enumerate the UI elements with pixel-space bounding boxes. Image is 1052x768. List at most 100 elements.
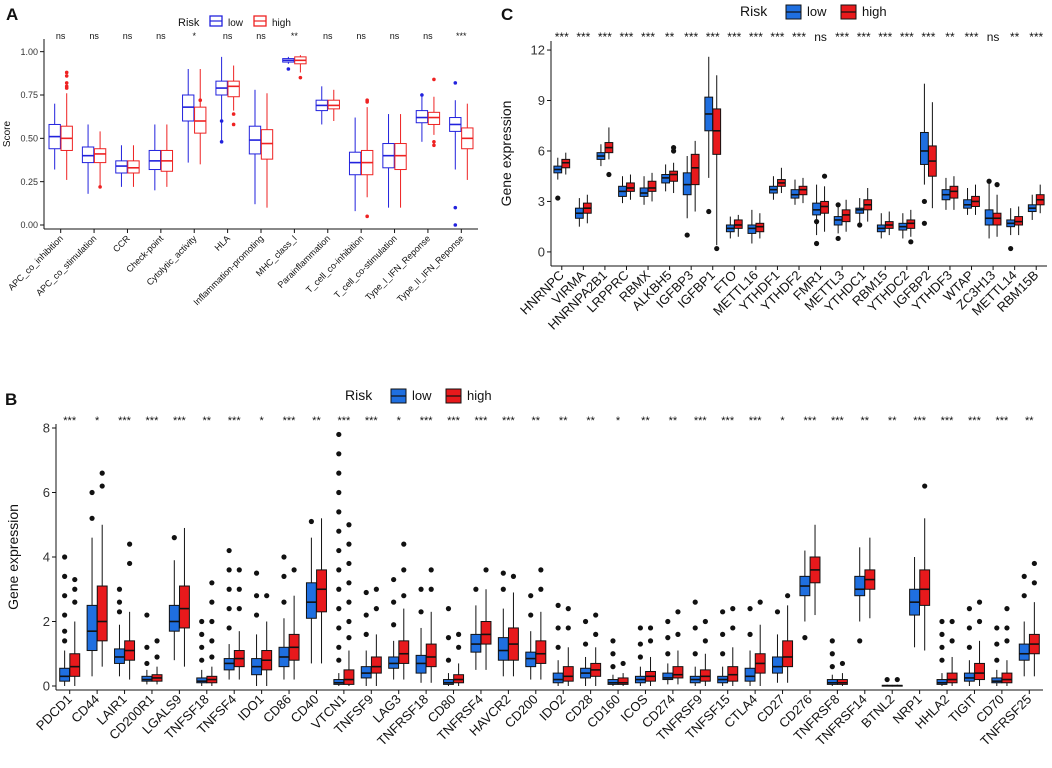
legend-label-low: low [807,4,827,19]
outlier-point [236,586,242,592]
outlier-point [610,664,616,670]
box-iqr [168,604,180,632]
box-iqr [991,677,1003,684]
outlier-point [154,654,160,660]
legend-label-high: high [272,18,291,29]
outlier-point [675,609,681,615]
outlier-point [483,567,489,573]
box-low [717,609,729,686]
outlier-point [231,112,236,116]
outlier-point [401,593,407,599]
box-high [327,89,340,121]
box-iqr [855,207,865,214]
outlier-point [986,178,992,184]
box-iqr [415,654,427,674]
box-low [639,176,649,205]
box-iqr [86,604,98,652]
significance-label: *** [831,415,845,427]
outlier-point [922,483,928,489]
outlier-point [346,522,352,528]
box-high [891,676,903,687]
outlier-point [98,185,102,189]
outlier-point [949,618,955,625]
box-iqr [946,672,958,684]
box-low [689,599,701,686]
significance-label: *** [684,30,698,44]
outlier-point [373,586,379,592]
outlier-point [802,635,808,641]
y-tick-label: 8 [43,421,50,436]
outlier-point [420,93,424,97]
box-iqr [661,174,671,184]
significance-label: *** [804,415,818,427]
box-low [574,198,584,227]
box-low [278,554,290,680]
outlier-point [336,470,342,476]
box-iqr [223,658,235,671]
panel-label: A [6,5,18,24]
outlier-point [445,657,452,663]
outlier-point [219,140,224,144]
outlier-point [821,173,828,179]
outlier-point [835,235,841,242]
outlier-point [500,570,506,576]
box-iqr [148,149,162,171]
significance-label: *** [694,415,708,427]
box-low [360,589,372,686]
outlier-point [939,657,945,663]
box-high [699,618,711,686]
significance-label: ** [1010,30,1020,44]
outlier-point [281,573,287,579]
outlier-point [702,618,708,625]
box-low [449,81,462,227]
outlier-point [908,239,914,245]
box-iqr [394,143,407,171]
outlier-point [209,580,215,586]
box-high [316,518,327,664]
significance-label: *** [770,30,784,44]
box-iqr [388,656,400,669]
outlier-point [236,567,242,573]
box-low [898,213,908,239]
legend-title: Risk [178,17,200,29]
box-iqr [398,640,410,664]
box-low [81,124,95,194]
outlier-point [336,509,342,515]
significance-label: *** [921,30,935,44]
outlier-point [966,625,972,631]
box-iqr [196,677,208,684]
box-low [618,176,627,204]
box-high [754,599,766,686]
outlier-point [665,635,671,641]
outlier-point [391,599,397,605]
box-high [820,173,829,232]
box-low [348,117,362,212]
box-iqr [1014,216,1024,226]
significance-label: *** [995,415,1009,427]
outlier-point [555,195,561,201]
outlier-point [144,660,150,667]
box-high [294,55,307,80]
legend-label-low: low [228,18,244,29]
panel-c: C Risk low high 0 3 6 9 12 Gene expression HNRNPC *… [485,0,1052,385]
x-tick-label: APC_co_stimulation [34,233,98,297]
significance-label: *** [146,415,160,427]
legend-title: Risk [740,3,768,19]
box-low [333,431,345,686]
box-iqr [525,651,537,668]
box-iqr [626,182,635,192]
outlier-point [336,657,342,663]
significance-label: *** [749,30,763,44]
box-iqr [427,111,441,125]
box-iqr [963,199,972,209]
box-low [799,550,811,641]
box-iqr [316,569,327,613]
outlier-point [253,612,260,618]
outlier-point [199,644,205,650]
legend-label-high: high [467,388,492,403]
box-low [936,618,948,686]
box-iqr [949,185,959,199]
box-iqr [812,202,821,216]
box-high [194,69,207,165]
outlier-point [813,240,820,247]
